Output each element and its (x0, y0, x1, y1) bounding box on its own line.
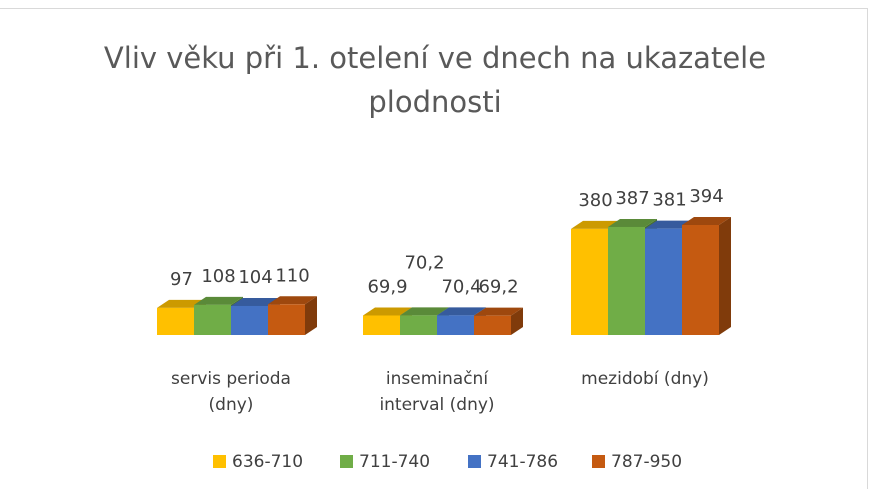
category-label: servis perioda (dny) (171, 369, 291, 415)
data-label: 387 (615, 188, 649, 209)
data-label: 380 (578, 190, 612, 211)
frame (0, 8, 868, 489)
legend-swatch (213, 455, 226, 468)
legend-label: 787-950 (611, 452, 682, 472)
legend-swatch (592, 455, 605, 468)
chart-title: Vliv věku při 1. otelení ve dnech na uka… (103, 41, 767, 119)
legend-label: 741-786 (487, 452, 558, 472)
data-label: 110 (275, 265, 309, 286)
data-label: 69,9 (367, 276, 407, 297)
category-label: mezidobí (dny) (581, 369, 709, 389)
data-label: 97 (170, 269, 193, 290)
category-label: inseminační interval (dny) (379, 369, 495, 415)
bar (268, 296, 317, 335)
legend-swatch (468, 455, 481, 468)
data-label: 70,4 (441, 276, 481, 297)
data-label: 108 (201, 266, 235, 287)
data-label: 69,2 (478, 277, 518, 298)
data-label: 104 (238, 267, 272, 288)
bar (682, 217, 731, 335)
legend-label: 636-710 (232, 452, 303, 472)
data-label: 394 (689, 186, 723, 207)
legend-swatch (340, 455, 353, 468)
data-label: 70,2 (404, 252, 444, 273)
data-label: 381 (652, 190, 686, 211)
bar (157, 299, 206, 335)
bar (474, 307, 523, 335)
legend-label: 711-740 (359, 452, 430, 472)
